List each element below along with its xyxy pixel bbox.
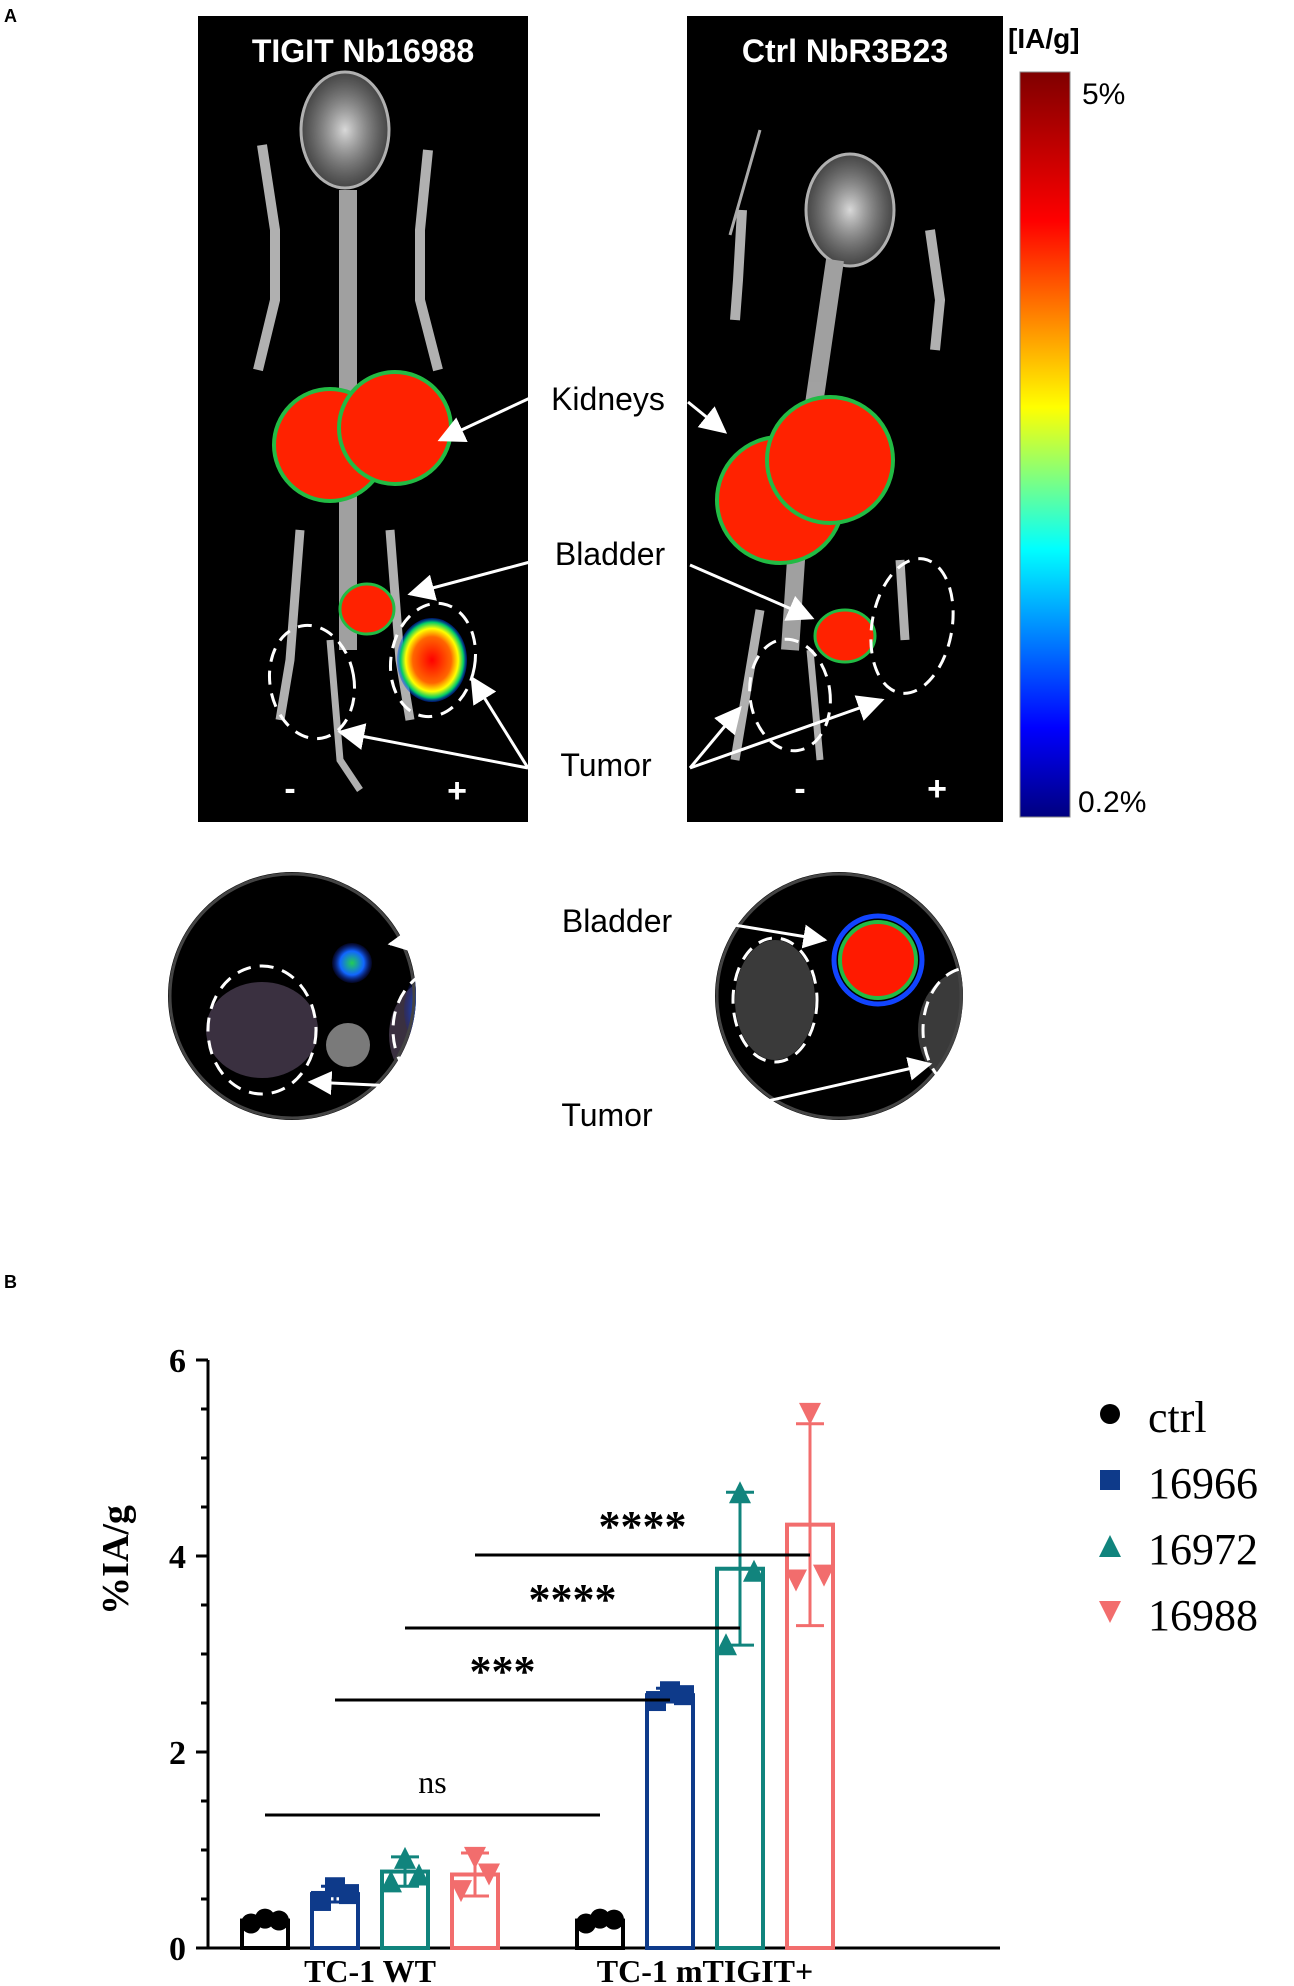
y-tick-label: 4 bbox=[169, 1539, 186, 1576]
data-point bbox=[394, 1846, 416, 1869]
legend: ctrl 16966 16972 16988 bbox=[1099, 1393, 1258, 1640]
left-axial-minus: - bbox=[299, 1117, 308, 1148]
y-ticks: 0 2 4 6 bbox=[169, 1343, 208, 1968]
panel-a-label: A bbox=[4, 6, 17, 26]
colorbar-max-label: 5% bbox=[1082, 78, 1125, 111]
data-point bbox=[729, 1481, 751, 1504]
data-point bbox=[715, 1633, 737, 1656]
y-axis: 0 2 4 6 bbox=[169, 1343, 210, 1968]
data-point bbox=[478, 1863, 500, 1886]
significance-label: **** bbox=[529, 1575, 617, 1624]
data-point bbox=[785, 1569, 807, 1592]
left-plus-sign: + bbox=[447, 772, 467, 810]
y-axis-label: %IA/g bbox=[95, 1505, 137, 1615]
legend-label: 16988 bbox=[1148, 1591, 1258, 1640]
data-point bbox=[255, 1908, 275, 1929]
y-tick-label: 0 bbox=[169, 1931, 186, 1968]
legend-label: ctrl bbox=[1148, 1393, 1207, 1442]
data-point bbox=[660, 1681, 680, 1702]
tumor-axial-label: Tumor bbox=[561, 1097, 653, 1133]
left-axial-image bbox=[168, 872, 499, 1120]
group-label: TC-1 mTIGIT+ bbox=[597, 1953, 813, 1986]
colorbar-unit: [IA/g] bbox=[1008, 23, 1080, 54]
left-axial-plus: + bbox=[424, 1115, 440, 1146]
legend-marker bbox=[1099, 1601, 1121, 1623]
legend-marker bbox=[1099, 1535, 1121, 1557]
left-minus-sign: - bbox=[284, 770, 295, 808]
y-tick-label: 2 bbox=[169, 1735, 186, 1772]
data-point bbox=[464, 1846, 486, 1869]
legend-label: 16972 bbox=[1148, 1525, 1258, 1574]
right-pet-image bbox=[687, 16, 1003, 822]
y-tick-label: 6 bbox=[169, 1343, 186, 1380]
data-point bbox=[380, 1870, 402, 1893]
bars bbox=[240, 1522, 835, 1951]
significance-label: **** bbox=[599, 1502, 687, 1551]
right-title: Ctrl NbR3B23 bbox=[742, 33, 948, 69]
bar bbox=[645, 1693, 695, 1951]
legend-label: 16966 bbox=[1148, 1459, 1258, 1508]
annotation-arrows bbox=[337, 396, 885, 770]
data-points bbox=[241, 1402, 835, 1934]
axial-arrows bbox=[307, 920, 933, 1119]
right-axial-plus: + bbox=[919, 1115, 935, 1146]
data-point bbox=[799, 1402, 821, 1425]
right-minus-sign: - bbox=[794, 770, 805, 808]
data-point bbox=[743, 1559, 765, 1582]
kidneys-label: Kidneys bbox=[551, 381, 665, 417]
data-point bbox=[813, 1564, 835, 1587]
bladder-axial-label: Bladder bbox=[562, 903, 673, 939]
left-title: TIGIT Nb16988 bbox=[252, 33, 474, 69]
significance-brackets: ns*********** bbox=[265, 1502, 810, 1817]
panel-b-label: B bbox=[4, 1272, 17, 1292]
right-axial-image bbox=[715, 872, 1015, 1120]
significance-label: ns bbox=[418, 1764, 446, 1800]
right-plus-sign: + bbox=[927, 770, 947, 808]
bladder-label: Bladder bbox=[555, 536, 666, 572]
data-point bbox=[590, 1908, 610, 1929]
legend-marker bbox=[1100, 1404, 1120, 1424]
colorbar-min-label: 0.2% bbox=[1078, 786, 1146, 819]
group-labels: TC-1 WT TC-1 mTIGIT+ bbox=[304, 1953, 813, 1986]
group-label: TC-1 WT bbox=[304, 1953, 436, 1986]
tumor-label: Tumor bbox=[560, 747, 652, 783]
right-axial-minus: - bbox=[790, 1117, 799, 1148]
left-pet-image bbox=[198, 16, 528, 822]
significance-label: *** bbox=[470, 1647, 536, 1696]
data-point bbox=[450, 1880, 472, 1903]
data-point bbox=[325, 1877, 345, 1898]
colorbar bbox=[1019, 71, 1071, 818]
data-point bbox=[408, 1863, 430, 1886]
legend-marker bbox=[1100, 1470, 1120, 1490]
